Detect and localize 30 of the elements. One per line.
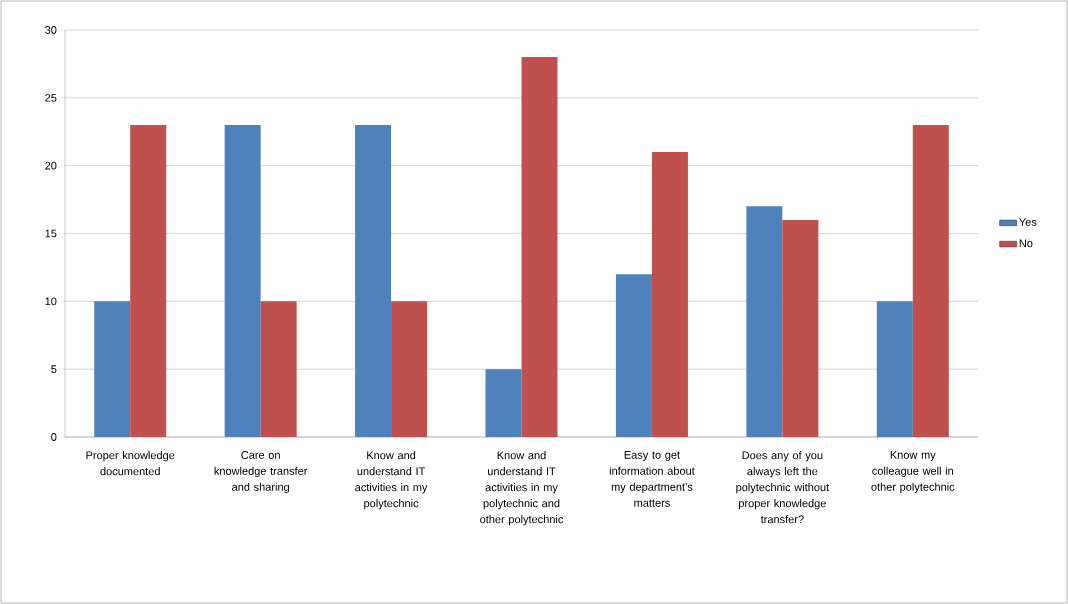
x-tick-label: Know and understand IT activities in my polytechnic: [355, 451, 428, 510]
bar: [130, 124, 167, 437]
x-tick-label: Does any of you always left the polytechnic without proper knowledge transfer?: [736, 451, 830, 524]
bar: [485, 369, 522, 437]
y-tick-label: 5: [51, 365, 57, 373]
bar: [615, 274, 652, 437]
bar: [876, 301, 913, 437]
bar: [224, 124, 261, 437]
y-tick-label: 30: [45, 26, 57, 34]
x-tick-label: Proper knowledge documented: [86, 451, 175, 476]
y-tick-label: 0: [51, 433, 57, 441]
bar: [521, 57, 558, 437]
x-tick-label: Care on knowledge transfer and sharing: [214, 451, 308, 494]
bar: [260, 301, 297, 437]
y-tick-label: 20: [45, 161, 57, 170]
bar: [391, 301, 428, 437]
y-tick-label: 10: [45, 297, 57, 306]
x-tick-label: Know my colleague well in other polytechnic: [871, 451, 955, 493]
x-tick-label: Know and understand IT activities in my polytechnic and other polytechnic: [480, 451, 564, 526]
legend-label: No: [1019, 239, 1033, 248]
y-tick-label: 15: [45, 229, 57, 238]
legend-label: Yes: [1019, 218, 1037, 226]
bar: [355, 124, 392, 437]
bar: [94, 301, 131, 437]
bar: [912, 124, 949, 437]
bar: [782, 219, 819, 437]
x-tick-label: Easy to get information about my department’s matters: [609, 451, 695, 507]
bar: [746, 206, 783, 437]
y-tick-label: 25: [45, 93, 57, 102]
bar: [651, 152, 688, 437]
